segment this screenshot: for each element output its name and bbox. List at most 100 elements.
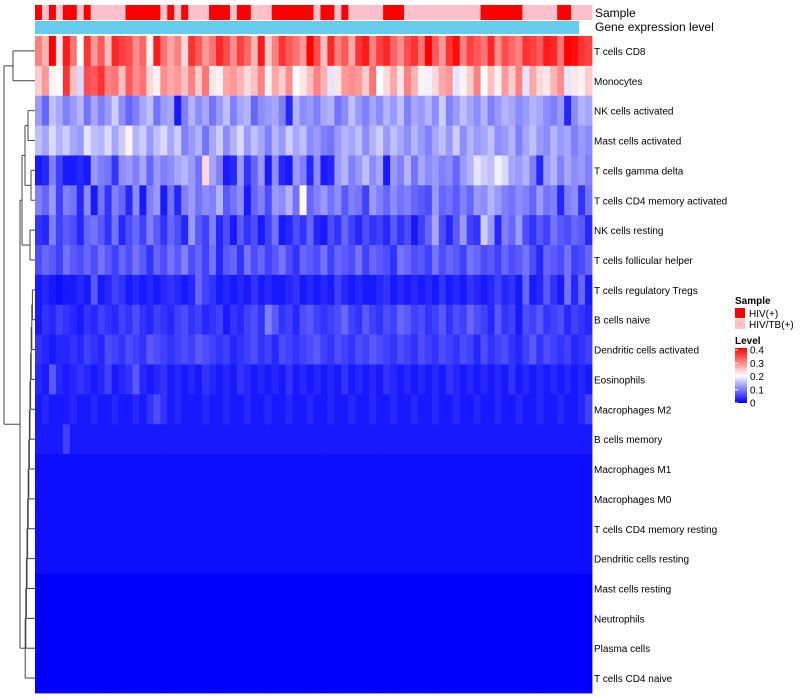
heatmap-cell [132, 274, 140, 306]
heatmap-cell [397, 95, 405, 126]
heatmap-cell [327, 274, 335, 306]
heatmap-cell [90, 603, 99, 634]
heatmap-cell [431, 364, 440, 395]
sample-annotation-cell [83, 5, 92, 20]
heatmap-cell [55, 364, 64, 395]
heatmap-cell [118, 65, 126, 97]
heatmap-cell [383, 155, 391, 186]
heatmap-cell [41, 185, 50, 216]
heatmap-cell [417, 36, 426, 67]
heatmap-cell [83, 304, 92, 336]
heatmap-cell [209, 65, 217, 97]
row-label: T cells CD8 [594, 47, 646, 58]
level-legend: Level 0.40.30.20.10 [735, 336, 764, 410]
heatmap-cell [452, 454, 461, 485]
heatmap-cell [243, 36, 252, 67]
heatmap-cell [522, 125, 530, 156]
heatmap-cell [571, 245, 579, 276]
heatmap-cell [181, 36, 189, 67]
heatmap-cell [299, 304, 307, 336]
heatmap-cell [188, 454, 196, 485]
heatmap-cell [550, 125, 558, 156]
heatmap-cell [480, 36, 488, 67]
heatmap-cell [278, 454, 287, 485]
heatmap-cell [383, 245, 391, 276]
heatmap-cell [424, 185, 433, 216]
heatmap-cell [209, 573, 217, 604]
heatmap-cell [578, 633, 586, 664]
heatmap-cell [243, 424, 252, 455]
heatmap-cell [522, 36, 530, 67]
heatmap-cell [480, 663, 488, 694]
heatmap-cell [578, 304, 586, 336]
heatmap-cell [515, 95, 523, 126]
heatmap-cell [202, 215, 210, 246]
heatmap-cell [550, 633, 558, 664]
heatmap-cell [417, 215, 426, 246]
heatmap-cell [97, 304, 106, 336]
heatmap-cell [585, 543, 593, 574]
heatmap-cell [209, 245, 217, 276]
heatmap-cell [125, 454, 133, 485]
heatmap-cell [146, 394, 154, 425]
heatmap-cell [118, 155, 126, 186]
heatmap-cell [264, 65, 273, 97]
sample-annotation-cell [257, 5, 266, 20]
heatmap-cell [410, 663, 419, 694]
heatmap-cell [383, 65, 391, 97]
heatmap-cell [585, 573, 593, 604]
heatmap-cell [76, 36, 85, 67]
heatmap-cell [320, 215, 328, 246]
heatmap-cell [62, 454, 71, 485]
heatmap-cell [188, 274, 196, 306]
heatmap-cell [348, 274, 356, 306]
heatmap-cell [397, 543, 405, 574]
heatmap-cell [216, 394, 224, 425]
heatmap-cell [508, 364, 516, 395]
heatmap-cell [480, 454, 488, 485]
sample-annotation-cell [41, 5, 50, 20]
heatmap-cell [83, 454, 92, 485]
heatmap-cell [341, 394, 349, 425]
heatmap-cell [536, 633, 544, 664]
heatmap-cell [362, 543, 370, 574]
row-label: B cells naive [594, 316, 651, 327]
heatmap-cell [83, 274, 92, 306]
heatmap-cell [578, 603, 586, 634]
sample-annotation-cell [369, 5, 377, 20]
heatmap-cell [104, 334, 112, 365]
heatmap-cell [216, 424, 224, 455]
heatmap-cell [452, 633, 461, 664]
sample-annotation-cell [417, 5, 426, 20]
heatmap-cell [557, 394, 565, 425]
heatmap-cell [83, 483, 92, 515]
heatmap-cell [257, 65, 266, 97]
heatmap-cell [334, 65, 342, 97]
heatmap-cell [76, 185, 85, 216]
heatmap-cell [369, 215, 377, 246]
heatmap-cell [132, 633, 140, 664]
heatmap-cell [153, 394, 161, 425]
heatmap-cell [383, 125, 391, 156]
heatmap-cell [55, 215, 64, 246]
heatmap-cell [585, 633, 593, 664]
heatmap-cell [334, 125, 342, 156]
heatmap-cell [111, 483, 119, 515]
heatmap-cell [202, 633, 210, 664]
heatmap-cell [181, 215, 189, 246]
heatmap-cell [104, 424, 112, 455]
heatmap-cell [508, 633, 516, 664]
heatmap-cell [69, 245, 78, 276]
heatmap-cell [167, 245, 175, 276]
heatmap-cell [557, 36, 565, 67]
heatmap-cell [125, 603, 133, 634]
heatmap-cell [125, 424, 133, 455]
heatmap-cell [313, 543, 321, 574]
heatmap-cell [543, 36, 551, 67]
heatmap-cell [132, 155, 140, 186]
heatmap-cell [222, 215, 231, 246]
heatmap-cell [362, 95, 370, 126]
heatmap-cell [369, 543, 377, 574]
sample-annotation-cell [348, 5, 356, 20]
heatmap-cell [417, 454, 426, 485]
